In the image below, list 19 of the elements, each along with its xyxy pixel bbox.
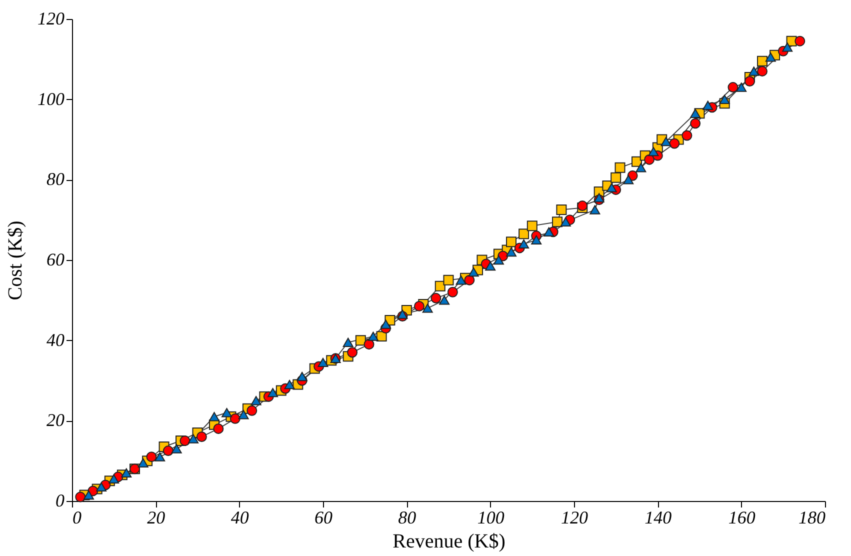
y-tick-label: 80 bbox=[46, 169, 64, 190]
x-tick-label: 120 bbox=[561, 508, 588, 528]
y-tick-label: 100 bbox=[38, 88, 64, 109]
x-tick-label: 0 bbox=[72, 508, 82, 528]
x-tick-label: 60 bbox=[314, 508, 332, 528]
x-tick-label: 180 bbox=[798, 508, 826, 528]
x-tick-label: 40 bbox=[230, 508, 249, 528]
x-tick-label: 140 bbox=[644, 508, 672, 528]
x-tick-label: 100 bbox=[477, 508, 504, 528]
y-tick-label: 40 bbox=[46, 330, 64, 350]
y-axis-title: Cost (K$) bbox=[4, 220, 26, 300]
x-tick-label: 20 bbox=[147, 508, 166, 528]
y-tick-label: 0 bbox=[56, 490, 64, 510]
y-tick-label: 120 bbox=[38, 8, 64, 28]
y-tick-label: 20 bbox=[46, 410, 64, 430]
x-tick-label: 80 bbox=[398, 508, 416, 528]
y-tick-label: 60 bbox=[46, 250, 64, 270]
x-axis-title: Revenue (K$) bbox=[392, 530, 506, 552]
x-tick-label: 160 bbox=[728, 508, 756, 528]
